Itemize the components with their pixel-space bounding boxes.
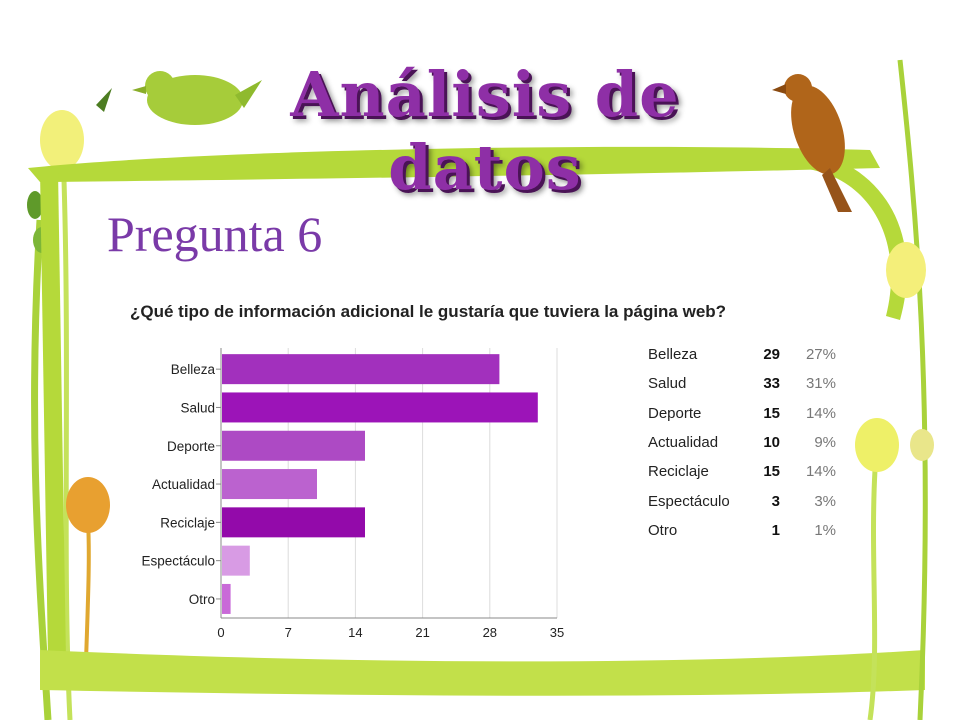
chart-x-ticks: 0 7 14 21 28 35 [217, 625, 564, 640]
x-tick-label: 7 [285, 625, 292, 640]
flower-yellow-left [40, 110, 84, 170]
summary-table: Belleza 29 27% Salud 33 31% Deporte 15 14% Actual… [648, 340, 836, 545]
chart-title: ¿Qué tipo de información adicional le gu… [130, 302, 727, 321]
bird-brown [772, 74, 852, 212]
table-count: 10 [763, 434, 780, 452]
frame-bottom-bar [40, 650, 925, 696]
bar [222, 583, 231, 614]
table-category: Espectáculo [648, 492, 730, 510]
table-row: Espectáculo 3 3% [648, 486, 836, 515]
flower-yellow-right [855, 418, 899, 472]
leaf-left-1 [27, 191, 43, 219]
bar [222, 507, 365, 538]
category-label: Reciclaje [160, 515, 215, 530]
table-count: 3 [771, 492, 780, 510]
table-percentage: 3% [814, 492, 836, 510]
category-label: Espectáculo [141, 554, 215, 569]
slide-title: Análisis de datos [290, 58, 680, 204]
x-tick-label: 0 [217, 625, 224, 640]
table-category: Actualidad [648, 434, 719, 452]
table-row: Belleza 29 27% [648, 340, 836, 369]
category-label: Actualidad [152, 477, 215, 492]
chart-category-labels: Belleza Salud Deporte Actualidad Reciclaje Es… [141, 362, 215, 607]
bar [222, 545, 250, 576]
frame-stem-right [897, 59, 928, 721]
x-tick-label: 21 [415, 625, 429, 640]
table-category: Otro [648, 521, 678, 539]
bar [222, 430, 365, 461]
table-count: 1 [771, 521, 780, 539]
table-percentage: 14% [805, 463, 836, 481]
bar [222, 354, 500, 385]
flower-stem-right [867, 469, 878, 721]
table-row: Reciclaje 15 14% [648, 457, 836, 486]
category-label: Belleza [171, 362, 216, 377]
table-category: Salud [648, 375, 687, 393]
bar [222, 392, 538, 423]
x-tick-label: 35 [550, 625, 564, 640]
table-count: 29 [763, 346, 780, 364]
table-percentage: 1% [814, 521, 836, 539]
table-row: Otro 1 1% [648, 516, 836, 545]
table-count: 15 [763, 463, 780, 481]
table-category: Deporte [648, 404, 702, 422]
x-tick-label: 14 [348, 625, 362, 640]
table-category: Reciclaje [648, 463, 709, 481]
bird-green [132, 71, 262, 125]
frame-top-bar [28, 146, 880, 182]
chart-bars [222, 354, 538, 614]
flower-orange-left [66, 477, 110, 533]
frame-left-bar [40, 170, 66, 660]
table-percentage: 9% [814, 434, 836, 452]
table-percentage: 14% [805, 404, 836, 422]
category-label: Deporte [167, 439, 215, 454]
table-row: Salud 33 31% [648, 369, 836, 398]
table-row: Actualidad 10 9% [648, 428, 836, 457]
slide-subtitle: Pregunta 6 [107, 206, 323, 262]
flower-yellow-right-small [910, 429, 934, 461]
table-percentage: 27% [805, 346, 836, 364]
table-count: 15 [763, 404, 780, 422]
frame-right-curve [800, 150, 907, 320]
bar [222, 469, 317, 500]
table-count: 33 [763, 375, 780, 393]
x-tick-label: 28 [483, 625, 497, 640]
table-row: Deporte 15 14% [648, 399, 836, 428]
table-category: Belleza [648, 346, 698, 364]
leaf-left-3 [96, 88, 112, 112]
category-label: Salud [180, 400, 215, 415]
table-percentage: 31% [805, 375, 836, 393]
category-label: Otro [189, 592, 215, 607]
flower-yellow-right-top [886, 242, 926, 298]
